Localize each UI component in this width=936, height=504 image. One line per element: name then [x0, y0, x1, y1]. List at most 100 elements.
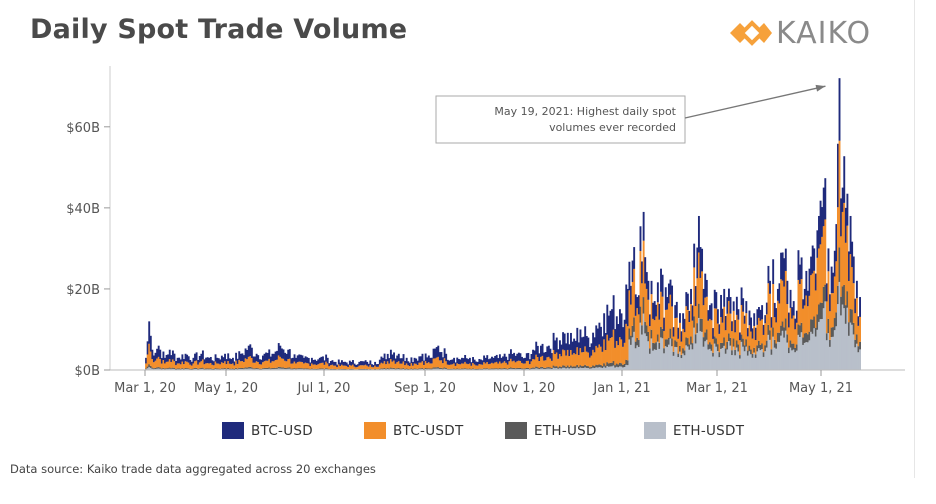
bar-segment-btc-usd: [848, 251, 850, 281]
bar-segment-btc-usdt: [250, 357, 253, 368]
bar-segment-btc-usdt: [671, 306, 674, 339]
legend-swatch-eth-usdt: [644, 422, 666, 439]
bar-segment-btc-usd: [274, 351, 277, 361]
bar-segment-btc-usd: [399, 358, 402, 364]
bar-segment-eth-usdt: [284, 368, 287, 370]
bar-segment-btc-usd: [394, 358, 397, 364]
bar-segment-btc-usdt: [331, 364, 334, 369]
bar-segment-btc-usdt: [279, 356, 282, 368]
bar-segment-eth-usd: [710, 344, 713, 351]
bar-segment-eth-usdt: [705, 339, 708, 370]
bar-segment-btc-usdt: [781, 280, 784, 322]
bar-segment-eth-usdt: [852, 334, 855, 370]
bar-segment-btc-usd: [566, 332, 569, 350]
bar-segment-btc-usdt: [727, 300, 730, 334]
bar-segment-btc-usd: [481, 360, 484, 365]
x-tick-label: Nov 1, 20: [493, 381, 556, 396]
bar-segment-eth-usd: [405, 368, 408, 370]
bar-segment-eth-usdt: [566, 367, 569, 370]
bar-segment-btc-usd: [149, 335, 152, 352]
bar-segment-btc-usd: [386, 353, 389, 362]
bar-segment-eth-usd: [475, 368, 478, 370]
bar-segment-btc-usd: [571, 341, 574, 355]
bar-segment-eth-usdt: [650, 338, 653, 370]
bar-segment-btc-usd: [173, 353, 176, 362]
bar-segment-btc-usdt: [745, 313, 748, 340]
bar-segment-eth-usd: [776, 332, 779, 342]
bar-segment-eth-usdt: [603, 366, 606, 370]
bar-segment-eth-usd: [503, 368, 506, 370]
bar-segment-btc-usd: [573, 338, 576, 354]
bar-segment-eth-usd: [378, 368, 381, 370]
bar-segment-btc-usdt: [808, 295, 811, 332]
bar-segment-btc-usd: [257, 355, 260, 362]
bar-segment-eth-usd: [653, 343, 656, 350]
bar-segment-eth-usd: [762, 352, 765, 357]
bar-segment-eth-usd: [784, 318, 787, 331]
bar-segment-btc-usd: [478, 358, 481, 365]
bar-segment-eth-usd: [781, 321, 784, 331]
bar-segment-eth-usd: [331, 368, 334, 370]
bar-segment-btc-usd: [677, 327, 680, 339]
bar-segment-btc-usdt: [522, 363, 525, 369]
bar-segment-eth-usd: [388, 368, 391, 370]
bar-segment-eth-usdt: [554, 368, 557, 370]
bar-segment-eth-usdt: [672, 355, 675, 370]
bar-segment-btc-usdt: [705, 296, 708, 330]
bar-segment-eth-usd: [508, 368, 511, 370]
bar-segment-btc-usd: [590, 343, 593, 356]
bar-segment-btc-usdt: [241, 361, 244, 369]
bar-segment-eth-usdt: [811, 333, 814, 370]
bar-segment-eth-usd: [186, 368, 189, 370]
bar-segment-btc-usdt: [323, 364, 326, 369]
bar-segment-eth-usd: [213, 368, 215, 370]
bar-segment-btc-usd: [333, 361, 335, 366]
bar-segment-btc-usdt: [577, 355, 580, 367]
bar-segment-btc-usd: [669, 279, 672, 295]
bar-segment-btc-usdt: [660, 291, 662, 327]
bar-segment-eth-usd: [269, 368, 272, 370]
bar-segment-btc-usdt: [239, 361, 242, 369]
bar-segment-eth-usdt: [549, 368, 552, 370]
bar-segment-eth-usdt: [274, 368, 277, 370]
bar-segment-btc-usd: [214, 354, 217, 362]
bar-segment-btc-usd: [551, 353, 553, 361]
bar-segment-eth-usd: [590, 366, 593, 369]
bar-segment-btc-usdt: [435, 357, 438, 368]
bar-segment-btc-usd: [382, 357, 384, 364]
bar-segment-btc-usdt: [647, 299, 650, 332]
bar-segment-btc-usdt: [370, 366, 373, 370]
bar-segment-btc-usdt: [206, 363, 209, 369]
bar-segment-eth-usd: [274, 367, 277, 369]
bar-segment-btc-usd: [213, 361, 215, 366]
bar-segment-eth-usdt: [734, 355, 737, 370]
bar-segment-btc-usdt: [285, 361, 288, 369]
bar-segment-btc-usdt: [732, 310, 735, 339]
bar-segment-eth-usdt: [246, 368, 249, 370]
bar-segment-eth-usd: [579, 365, 582, 368]
bar-segment-eth-usd: [585, 365, 588, 368]
bar-segment-eth-usd: [424, 368, 427, 370]
bar-segment-btc-usd: [645, 272, 648, 289]
bar-segment-btc-usdt: [737, 319, 740, 345]
bar-segment-btc-usdt: [164, 363, 166, 369]
bar-segment-btc-usdt: [731, 331, 734, 351]
bar-segment-btc-usdt: [746, 336, 749, 351]
bar-segment-eth-usdt: [162, 368, 165, 370]
bar-segment-eth-usdt: [710, 350, 713, 370]
bar-segment-btc-usd: [667, 283, 670, 304]
bar-segment-btc-usdt: [788, 327, 790, 348]
bar-segment-btc-usd: [517, 352, 520, 361]
bar-segment-eth-usd: [816, 314, 819, 330]
bar-segment-btc-usdt: [679, 322, 681, 346]
bar-segment-eth-usd: [427, 368, 430, 370]
bar-segment-btc-usd: [547, 345, 550, 357]
bar-segment-btc-usdt: [179, 364, 182, 369]
bar-segment-eth-usd: [421, 368, 424, 370]
bar-segment-btc-usdt: [824, 219, 827, 285]
bar-segment-btc-usd: [189, 360, 192, 365]
bar-segment-btc-usdt: [173, 361, 176, 369]
bar-segment-eth-usd: [435, 367, 438, 369]
bar-segment-eth-usdt: [265, 368, 268, 370]
bar-segment-eth-usdt: [704, 341, 707, 370]
